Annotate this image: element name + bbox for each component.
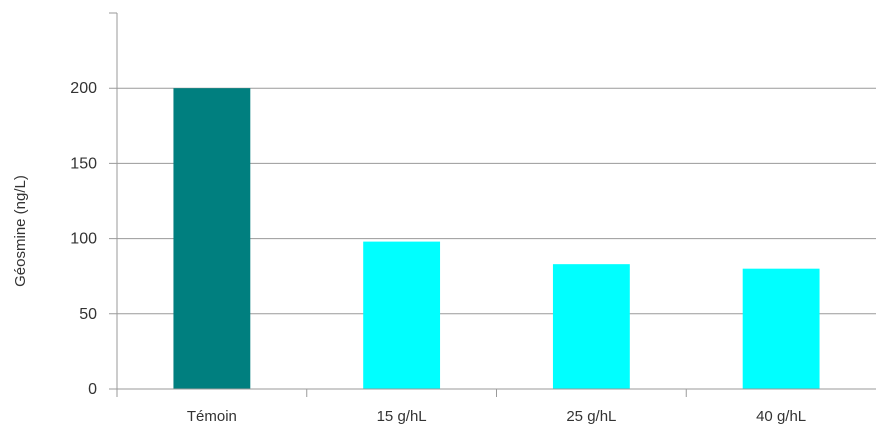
bar-1 <box>363 241 441 389</box>
y-axis-title: Géosmine (ng/L) <box>12 175 29 287</box>
y-tick-label: 100 <box>70 231 97 248</box>
x-tick-label: Témoin <box>187 408 237 425</box>
axes <box>109 12 876 397</box>
y-tick-label: 0 <box>88 381 97 398</box>
y-tick-label: 200 <box>70 80 97 97</box>
x-tick-label: 15 g/hL <box>377 408 427 425</box>
x-tick-label: 25 g/hL <box>566 408 616 425</box>
x-tick-labels: Témoin 15 g/hL 25 g/hL 40 g/hL <box>187 408 806 425</box>
x-tick-label: 40 g/hL <box>756 408 806 425</box>
bar-0 <box>173 88 251 389</box>
bars <box>173 88 820 389</box>
y-tick-label: 150 <box>70 155 97 172</box>
y-tick-labels: 0 50 100 150 200 <box>70 80 97 398</box>
bar-3 <box>742 268 820 389</box>
y-tick-label: 50 <box>79 306 97 323</box>
bar-2 <box>552 264 630 389</box>
